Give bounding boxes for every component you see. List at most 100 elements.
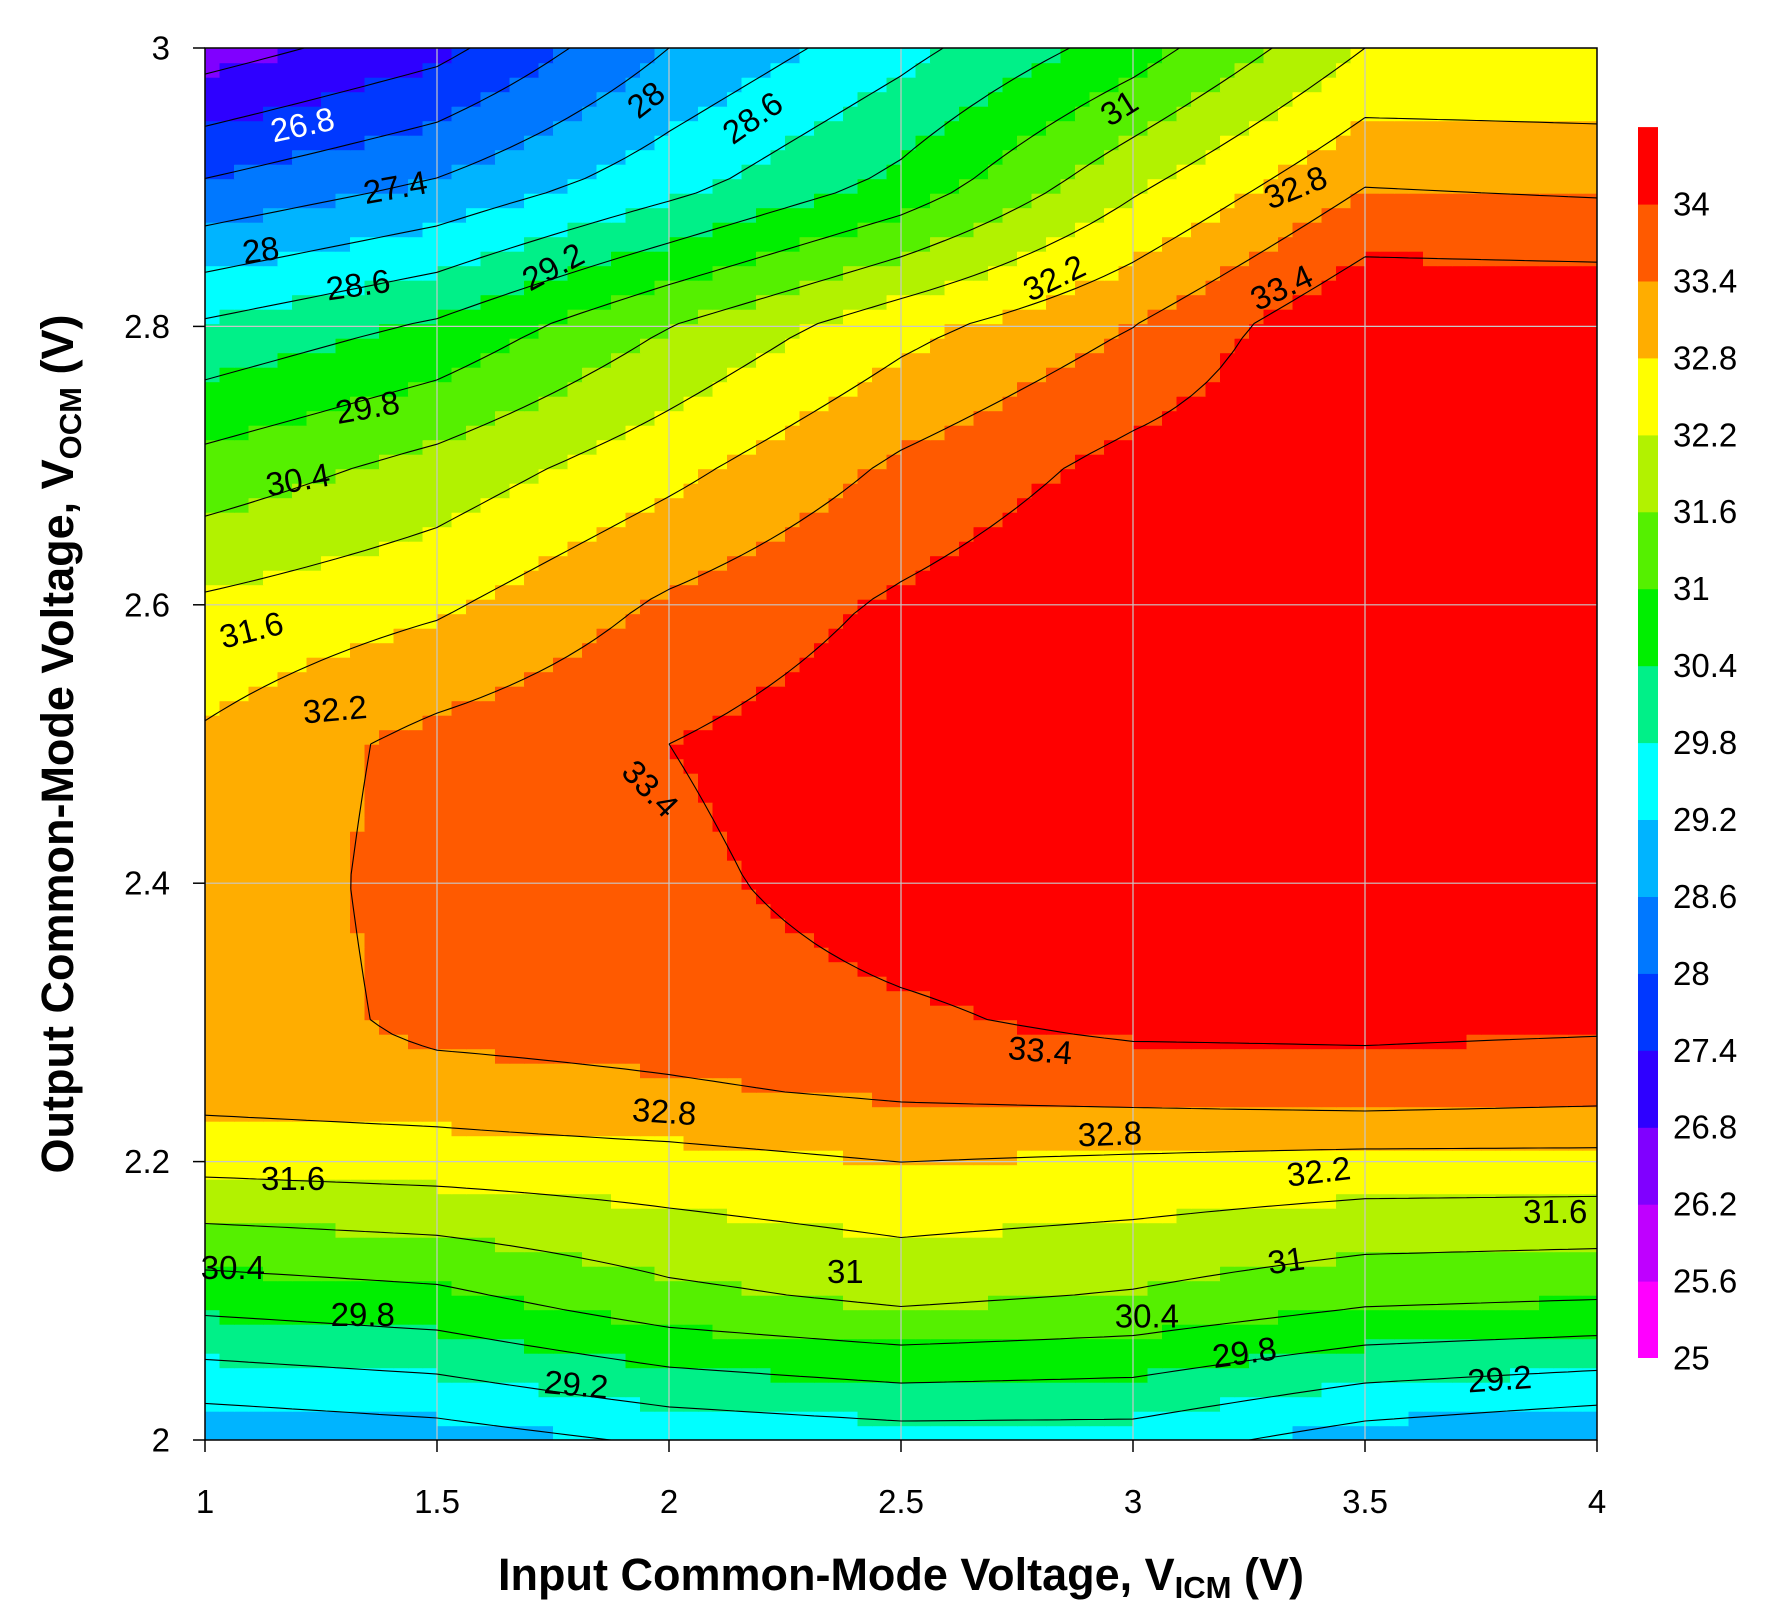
contour-cell bbox=[843, 1077, 859, 1093]
contour-cell bbox=[335, 1266, 351, 1282]
contour-cell bbox=[1060, 845, 1076, 861]
contour-cell bbox=[1118, 1353, 1134, 1369]
contour-cell bbox=[1263, 1034, 1279, 1050]
contour-cell bbox=[422, 1208, 438, 1224]
contour-cell bbox=[277, 1396, 293, 1412]
contour-cell bbox=[959, 758, 975, 774]
contour-cell bbox=[741, 918, 757, 934]
contour-cell bbox=[973, 1280, 989, 1296]
contour-cell bbox=[1002, 1092, 1018, 1108]
contour-cell bbox=[567, 976, 583, 992]
contour-cell bbox=[1336, 1280, 1352, 1296]
contour-cell bbox=[1089, 1077, 1105, 1093]
contour-cell bbox=[524, 889, 540, 905]
contour-cell bbox=[857, 1019, 873, 1035]
contour-cell bbox=[1437, 1193, 1453, 1209]
contour-cell bbox=[1423, 744, 1439, 760]
contour-cell bbox=[1336, 787, 1352, 803]
contour-cell bbox=[901, 1324, 917, 1340]
contour-cell bbox=[1104, 990, 1120, 1006]
contour-cell bbox=[1495, 1077, 1511, 1093]
contour-cell bbox=[944, 1338, 960, 1354]
contour-cell bbox=[799, 889, 815, 905]
contour-cell bbox=[1147, 729, 1163, 745]
contour-cell bbox=[828, 715, 844, 731]
contour-cell bbox=[1191, 1121, 1207, 1137]
contour-cell bbox=[1060, 700, 1076, 716]
contour-cell bbox=[335, 1251, 351, 1267]
contour-cell bbox=[205, 1411, 221, 1427]
contour-cell bbox=[1394, 1295, 1410, 1311]
contour-cell bbox=[1031, 1048, 1047, 1064]
contour-cell bbox=[466, 729, 482, 745]
contour-cell bbox=[263, 1324, 279, 1340]
contour-cell bbox=[1205, 831, 1221, 847]
contour-cell bbox=[234, 1324, 250, 1340]
contour-cell bbox=[1249, 889, 1265, 905]
contour-cell bbox=[886, 758, 902, 774]
contour-cell bbox=[756, 903, 772, 919]
contour-cell bbox=[524, 1222, 540, 1238]
contour-cell bbox=[553, 1077, 569, 1093]
contour-cell bbox=[1147, 1425, 1163, 1440]
contour-cell bbox=[205, 1353, 221, 1369]
contour-cell bbox=[248, 1034, 264, 1050]
contour-cell bbox=[234, 889, 250, 905]
contour-cell bbox=[1263, 860, 1279, 876]
contour-cell bbox=[1118, 1135, 1134, 1151]
contour-cell bbox=[1553, 1164, 1569, 1180]
contour-cell bbox=[1350, 932, 1366, 948]
contour-cell bbox=[886, 1106, 902, 1122]
contour-cell bbox=[944, 889, 960, 905]
contour-cell bbox=[524, 1280, 540, 1296]
contour-cell bbox=[973, 1077, 989, 1093]
contour-cell bbox=[263, 976, 279, 992]
contour-cell bbox=[1481, 1077, 1497, 1093]
contour-cell bbox=[277, 918, 293, 934]
contour-cell bbox=[654, 831, 670, 847]
contour-cell bbox=[596, 1048, 612, 1064]
contour-cell bbox=[1031, 1077, 1047, 1093]
contour-cell bbox=[756, 686, 772, 702]
contour-cell bbox=[451, 918, 467, 934]
contour-cell bbox=[857, 1425, 873, 1440]
contour-cell bbox=[1524, 1222, 1540, 1238]
contour-cell bbox=[1031, 903, 1047, 919]
contour-cell bbox=[524, 700, 540, 716]
contour-cell bbox=[1495, 1135, 1511, 1151]
contour-cell bbox=[277, 1251, 293, 1267]
contour-cell bbox=[1176, 744, 1192, 760]
contour-cell bbox=[306, 1367, 322, 1383]
contour-cell bbox=[1162, 1150, 1178, 1166]
contour-cell bbox=[292, 1179, 308, 1195]
contour-cell bbox=[915, 1077, 931, 1093]
contour-cell bbox=[1133, 1309, 1149, 1325]
contour-cell bbox=[451, 932, 467, 948]
contour-cell bbox=[1176, 1179, 1192, 1195]
contour-cell bbox=[553, 1063, 569, 1079]
contour-cell bbox=[741, 1077, 757, 1093]
contour-cell bbox=[1089, 1324, 1105, 1340]
contour-cell bbox=[944, 1309, 960, 1325]
contour-cell bbox=[1510, 816, 1526, 832]
contour-cell bbox=[553, 1266, 569, 1282]
contour-cell bbox=[422, 1135, 438, 1151]
contour-cell bbox=[1350, 1208, 1366, 1224]
contour-cell bbox=[727, 845, 743, 861]
contour-cell bbox=[1046, 1121, 1062, 1137]
contour-cell bbox=[814, 1106, 830, 1122]
contour-cell bbox=[1539, 903, 1555, 919]
contour-cell bbox=[277, 1092, 293, 1108]
contour-cell bbox=[538, 990, 554, 1006]
contour-cell bbox=[799, 787, 815, 803]
contour-cell bbox=[466, 889, 482, 905]
contour-cell bbox=[857, 686, 873, 702]
contour-cell bbox=[1162, 903, 1178, 919]
contour-cell bbox=[1365, 700, 1381, 716]
contour-cell bbox=[654, 1193, 670, 1209]
contour-cell bbox=[1350, 947, 1366, 963]
contour-cell bbox=[872, 787, 888, 803]
contour-cell bbox=[1133, 1208, 1149, 1224]
contour-cell bbox=[277, 758, 293, 774]
contour-cell bbox=[1263, 831, 1279, 847]
